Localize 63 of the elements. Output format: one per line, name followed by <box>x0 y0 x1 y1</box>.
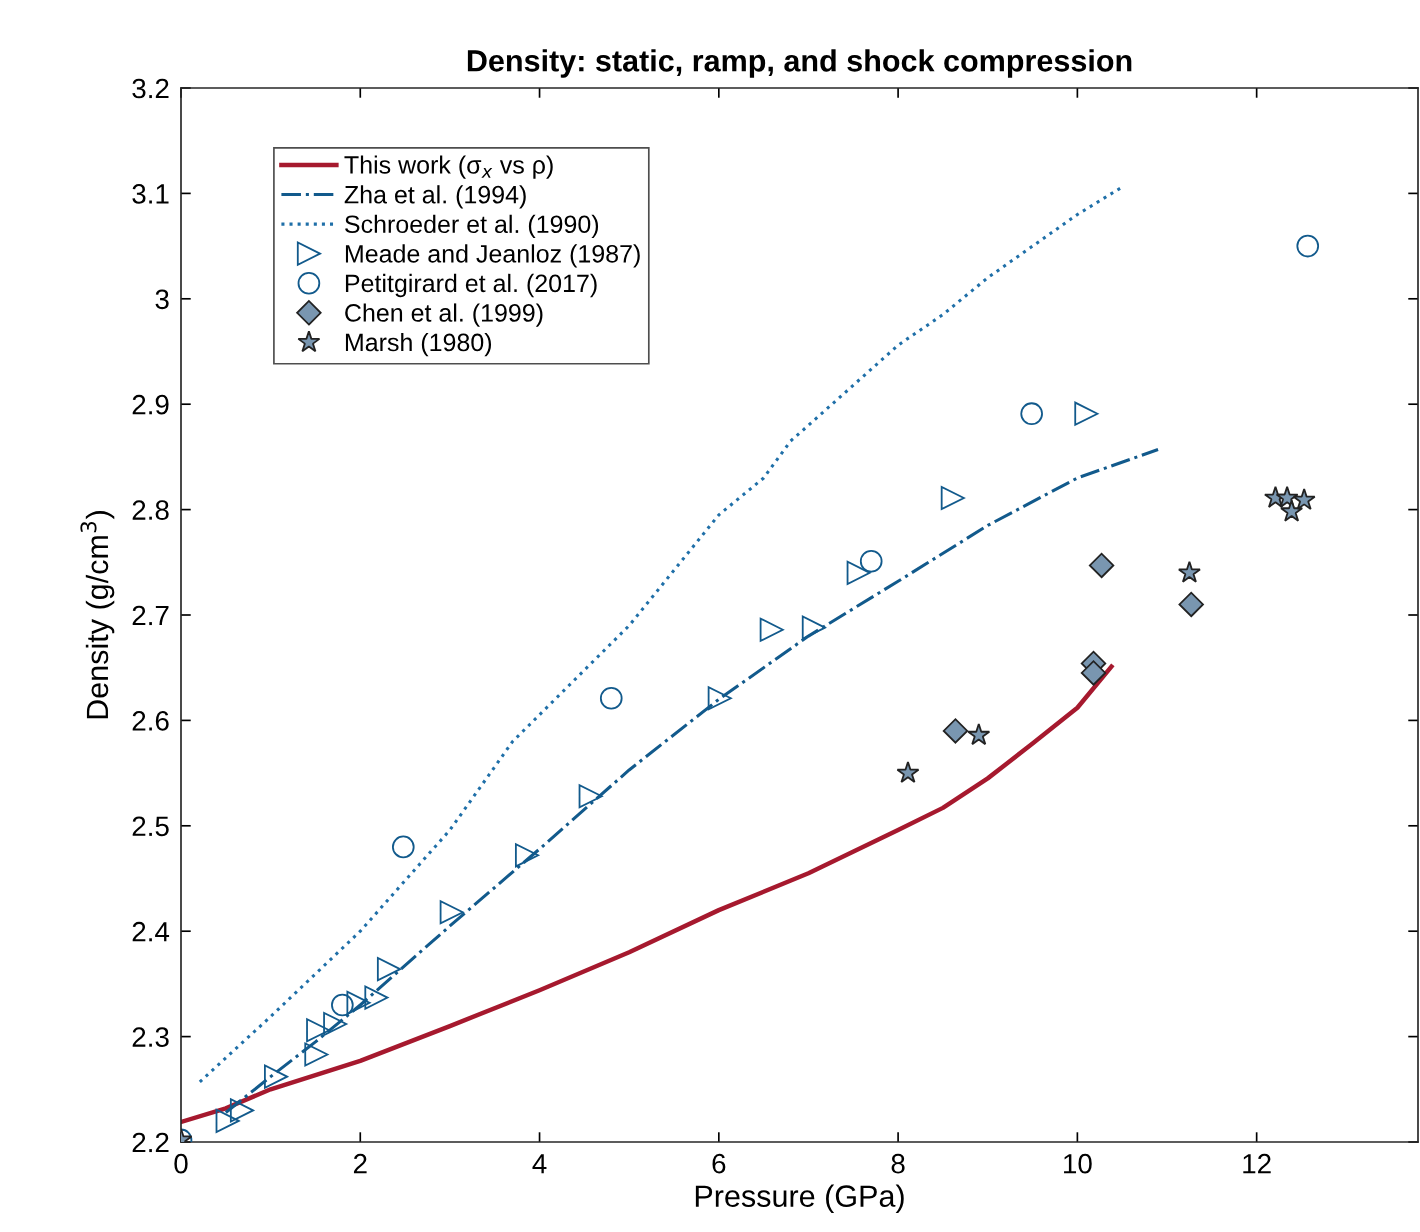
point <box>1020 402 1043 426</box>
point <box>967 723 991 746</box>
y-tick-label: 2.5 <box>132 816 169 837</box>
point <box>514 843 540 868</box>
point <box>391 835 415 859</box>
point <box>942 718 969 744</box>
chart-title: Density: static, ramp, and shock compression <box>467 49 1132 78</box>
point <box>801 615 826 640</box>
legend-label: Marsh (1980) <box>345 332 492 357</box>
point <box>1292 488 1316 511</box>
point <box>304 1042 329 1067</box>
x-tick-label: 4 <box>532 1154 547 1174</box>
y-tick-label: 3 <box>155 289 169 310</box>
legend-label: This work (σ$_{x}$ vs ρ) <box>344 155 553 179</box>
point <box>599 686 623 710</box>
point <box>1080 660 1107 686</box>
point <box>364 985 389 1010</box>
legend-label: Schroeder et al. (1990) <box>345 214 599 239</box>
point <box>1296 234 1320 258</box>
point <box>1088 552 1115 579</box>
point <box>229 1098 254 1123</box>
point <box>215 1108 240 1133</box>
x-tick-label: 2 <box>353 1153 367 1174</box>
y-tick-label: 2.7 <box>132 605 169 626</box>
y-tick-label: 3.2 <box>132 78 169 99</box>
line-series <box>181 664 1114 1125</box>
legend-label: Chen et al. (1999) <box>345 303 543 327</box>
point <box>1280 499 1304 522</box>
point <box>707 686 732 711</box>
x-axis-title: Pressure (GPa) <box>695 1184 904 1214</box>
y-tick-label: 2.9 <box>132 394 169 415</box>
point <box>1178 591 1204 618</box>
point <box>346 990 371 1015</box>
point <box>859 549 883 573</box>
x-tick-label: 10 <box>1064 1153 1092 1174</box>
x-tick-label: 0 <box>174 1153 188 1174</box>
point <box>439 900 464 925</box>
point <box>846 560 871 585</box>
legend-label: Petitgirard et al. (2017) <box>345 273 597 298</box>
point <box>896 761 920 783</box>
point <box>578 784 603 809</box>
y-tick-label: 2.6 <box>132 711 169 731</box>
legend-label: Meade and Jeanloz (1987) <box>345 244 640 268</box>
x-tick-label: 8 <box>891 1153 905 1174</box>
point <box>940 485 965 511</box>
line-series <box>198 186 1122 1084</box>
point <box>306 1018 331 1043</box>
point <box>376 957 401 982</box>
point <box>323 1011 348 1036</box>
y-tick-label: 2.8 <box>132 500 169 520</box>
point <box>759 617 784 642</box>
point <box>331 993 354 1017</box>
point <box>1177 560 1201 583</box>
legend-label: Zha et al. (1994) <box>344 185 526 209</box>
y-axis-title: Density (g/cm$^{3}$) <box>80 511 115 719</box>
y-tick-label: 2.4 <box>132 921 170 942</box>
x-tick-label: 12 <box>1243 1153 1271 1174</box>
y-tick-label: 3.1 <box>132 184 169 204</box>
y-tick-label: 2.3 <box>132 1027 169 1047</box>
y-tick-label: 2.2 <box>132 1132 169 1153</box>
point <box>1074 401 1099 426</box>
point <box>263 1064 289 1089</box>
x-tick-label: 6 <box>712 1153 726 1174</box>
